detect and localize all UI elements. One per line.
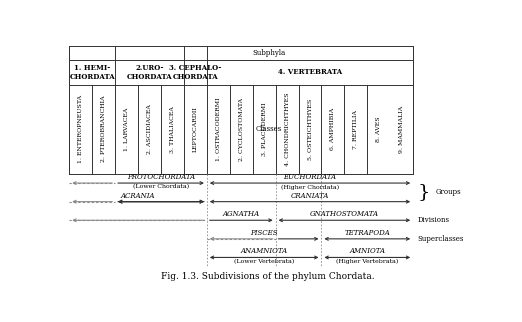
Text: Classes: Classes <box>255 125 282 133</box>
Text: PISCES: PISCES <box>251 229 278 237</box>
Text: Subphyla: Subphyla <box>252 49 285 57</box>
Text: CRANIATA: CRANIATA <box>291 192 329 200</box>
Text: 2. ASCIDIACEA: 2. ASCIDIACEA <box>147 104 152 154</box>
Text: 4. VERTEBRATA: 4. VERTEBRATA <box>278 68 342 76</box>
Text: 2. CYCLOSTOMATA: 2. CYCLOSTOMATA <box>239 98 244 161</box>
Text: 1. HEMI-
CHORDATA: 1. HEMI- CHORDATA <box>69 63 115 81</box>
Text: 6. AMPHIBIA: 6. AMPHIBIA <box>330 108 336 150</box>
Text: AGNATHA: AGNATHA <box>223 210 260 218</box>
Text: 7. REPTILIA: 7. REPTILIA <box>353 109 358 149</box>
Text: 1. OSTRACODERMI: 1. OSTRACODERMI <box>216 97 221 161</box>
Text: 1. LARVACEA: 1. LARVACEA <box>124 108 129 151</box>
Text: ACRANIA: ACRANIA <box>121 192 156 200</box>
Text: ANAMNIOTA: ANAMNIOTA <box>241 248 288 255</box>
Text: 2. PTEROBRANCHIA: 2. PTEROBRANCHIA <box>101 96 106 163</box>
Text: (Lower Vertebrata): (Lower Vertebrata) <box>234 259 294 264</box>
Text: TETRAPODA: TETRAPODA <box>345 229 390 237</box>
Text: Divisions: Divisions <box>417 216 449 224</box>
Text: 8. AVES: 8. AVES <box>376 116 381 142</box>
Text: (Higher Vertebrata): (Higher Vertebrata) <box>336 259 398 264</box>
Text: 1. ENTEROPNEUSTA: 1. ENTEROPNEUSTA <box>78 95 83 163</box>
Text: (Higher Chordata): (Higher Chordata) <box>281 184 339 190</box>
Text: 2.URO-
CHORDATA: 2.URO- CHORDATA <box>127 63 172 81</box>
Text: 9. MAMMALIA: 9. MAMMALIA <box>399 106 404 153</box>
Text: 4. CHONDRICHTHYES: 4. CHONDRICHTHYES <box>284 92 290 166</box>
Text: (Lower Chordata): (Lower Chordata) <box>133 184 189 189</box>
Text: LEPTOCARDII: LEPTOCARDII <box>193 106 198 152</box>
Text: Superclasses: Superclasses <box>417 235 464 243</box>
Text: }: } <box>417 183 430 201</box>
Text: 3. CEPHALO-
CHORDATA: 3. CEPHALO- CHORDATA <box>169 63 221 81</box>
Text: AMNIOTA: AMNIOTA <box>349 248 385 255</box>
Text: 3. PLACODERMI: 3. PLACODERMI <box>262 102 267 156</box>
Text: Groups: Groups <box>435 188 461 196</box>
Text: GNATHOSTOMATA: GNATHOSTOMATA <box>310 210 379 218</box>
Text: 5. OSTEICHTHYES: 5. OSTEICHTHYES <box>307 99 313 160</box>
Text: PROTOCHORDATA: PROTOCHORDATA <box>127 173 195 181</box>
Text: EUCHORDATA: EUCHORDATA <box>283 173 337 181</box>
Text: Fig. 1.3. Subdivisions of the phylum Chordata.: Fig. 1.3. Subdivisions of the phylum Cho… <box>161 272 374 281</box>
Text: 3. THALIACEA: 3. THALIACEA <box>170 106 175 153</box>
